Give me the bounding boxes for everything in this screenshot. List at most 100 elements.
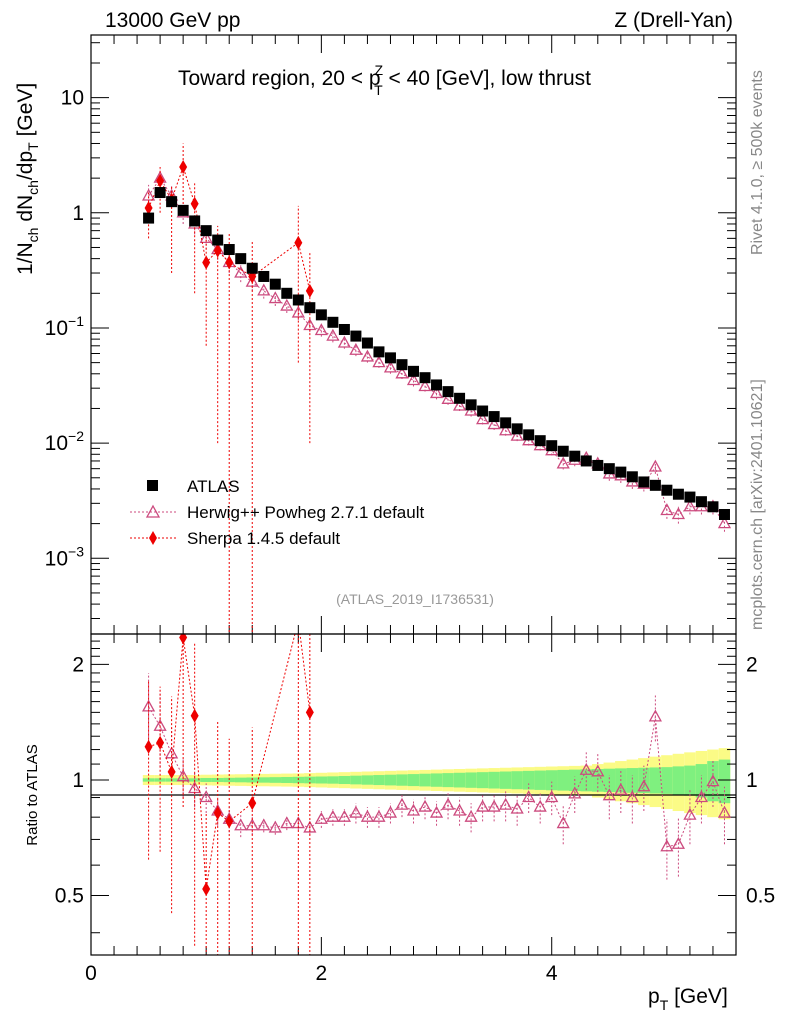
herwig-ratio-point xyxy=(314,811,328,824)
ratio-y-tick-label-right: 1 xyxy=(746,769,758,792)
atlas-main-point xyxy=(212,234,224,246)
ylabel-b: dN xyxy=(14,195,37,228)
xlabel-a-sub: T xyxy=(660,997,669,1013)
ratio-y-tick-label: 0.5 xyxy=(55,885,84,908)
herwig-main-point xyxy=(452,398,467,411)
atlas-main-point xyxy=(638,476,650,488)
ratio-frame xyxy=(90,633,737,956)
band-inner-segment xyxy=(499,771,512,789)
herwig-main-point xyxy=(314,323,328,336)
herwig-main-point xyxy=(683,499,697,512)
band-inner-segment xyxy=(603,768,616,793)
herwig-main-point xyxy=(257,283,271,296)
herwig-ratio-point xyxy=(199,790,213,803)
herwig-main-point xyxy=(717,516,732,529)
herwig-main-point xyxy=(234,265,248,278)
herwig-main-connector xyxy=(148,177,725,524)
atlas-main-point xyxy=(419,372,431,384)
main-y-tick-label: 1 xyxy=(72,202,84,225)
band-inner-segment xyxy=(327,776,339,784)
main-y-tick-base: 10 xyxy=(45,547,68,570)
atlas-main-point xyxy=(350,330,362,342)
main-y-tick-base: 10 xyxy=(45,317,68,340)
atlas-main-point xyxy=(338,323,350,335)
herwig-ratio-point xyxy=(591,764,605,777)
band-inner-segment xyxy=(534,770,546,790)
atlas-main-point xyxy=(534,435,546,447)
header-collision: 13000 GeV pp xyxy=(105,9,240,32)
legend-sherpa-marker xyxy=(149,531,157,545)
sherpa-main-point xyxy=(294,235,303,250)
legend-sherpa-label: Sherpa 1.4.5 default xyxy=(187,529,340,548)
atlas-main-point xyxy=(580,455,592,467)
band-inner-segment xyxy=(626,768,639,793)
sherpa-ratio-point xyxy=(144,739,153,754)
band-inner-segment xyxy=(407,774,420,787)
herwig-ratio-point xyxy=(487,799,501,812)
atlas-main-point xyxy=(603,463,615,475)
sherpa-ratio-point xyxy=(305,705,314,720)
atlas-main-point xyxy=(465,399,477,411)
atlas-main-point xyxy=(707,501,719,513)
header-process: Z (Drell-Yan) xyxy=(614,9,733,32)
herwig-ratio-point xyxy=(717,805,732,818)
sherpa-ratio-point xyxy=(248,796,257,811)
band-inner-segment xyxy=(315,776,328,784)
band-inner-segment xyxy=(269,777,282,783)
herwig-main-point xyxy=(372,355,386,368)
x-tick-label: 4 xyxy=(546,962,558,985)
herwig-ratio-point xyxy=(464,809,478,822)
herwig-ratio-point xyxy=(326,809,340,822)
herwig-main-point xyxy=(671,507,686,520)
band-inner-segment xyxy=(419,773,431,787)
sherpa-ratio-point xyxy=(225,814,234,829)
sherpa-main-point xyxy=(156,173,165,188)
atlas-main-point xyxy=(315,309,327,321)
band-inner-segment xyxy=(545,770,558,791)
herwig-ratio-point xyxy=(579,762,593,775)
ylabel-a: 1/N xyxy=(14,242,37,275)
herwig-main-point xyxy=(349,342,363,355)
atlas-main-point xyxy=(672,488,684,500)
herwig-ratio-point xyxy=(602,788,616,801)
band-inner-segment xyxy=(522,770,535,790)
atlas-main-point xyxy=(592,459,604,471)
sherpa-ratio-point xyxy=(179,634,188,645)
band-inner-segment xyxy=(592,768,604,792)
sherpa-main-point xyxy=(179,159,188,174)
herwig-main-point xyxy=(660,503,674,516)
herwig-ratio-point xyxy=(383,805,398,818)
herwig-ratio-point xyxy=(176,769,190,782)
band-inner-segment xyxy=(695,764,708,798)
atlas-main-point xyxy=(269,278,281,290)
atlas-main-point xyxy=(258,270,270,282)
legend: ATLAS Herwig++ Powheg 2.7.1 default Sher… xyxy=(130,477,424,548)
band-inner-segment xyxy=(154,778,166,782)
band-inner-segment xyxy=(453,772,466,788)
sherpa-main-point xyxy=(144,201,153,216)
herwig-main-point xyxy=(395,366,409,379)
herwig-main-point xyxy=(429,386,444,399)
atlas-main-point xyxy=(384,352,396,364)
band-inner-segment xyxy=(661,767,673,794)
herwig-ratio-point xyxy=(522,790,536,803)
herwig-ratio-point xyxy=(568,786,582,799)
title-text-b: < 40 [GeV], low thrust xyxy=(383,67,592,90)
atlas-main-point xyxy=(626,471,638,483)
band-inner-segment xyxy=(350,775,362,785)
atlas-main-point xyxy=(166,196,178,208)
atlas-main-point xyxy=(189,215,201,227)
herwig-ratio-point xyxy=(510,801,524,814)
title-text-a: Toward region, 20 < p xyxy=(178,67,381,90)
herwig-ratio-point xyxy=(706,774,720,787)
ratio-ylabel: Ratio to ATLAS xyxy=(24,744,41,845)
band-inner-segment xyxy=(488,771,500,789)
herwig-main-point xyxy=(337,335,351,348)
band-inner-segment xyxy=(281,776,293,783)
atlas-main-point xyxy=(523,429,535,441)
herwig-ratio-point xyxy=(337,809,351,822)
herwig-main-point xyxy=(326,328,340,341)
sherpa-ratio-point xyxy=(190,708,199,723)
